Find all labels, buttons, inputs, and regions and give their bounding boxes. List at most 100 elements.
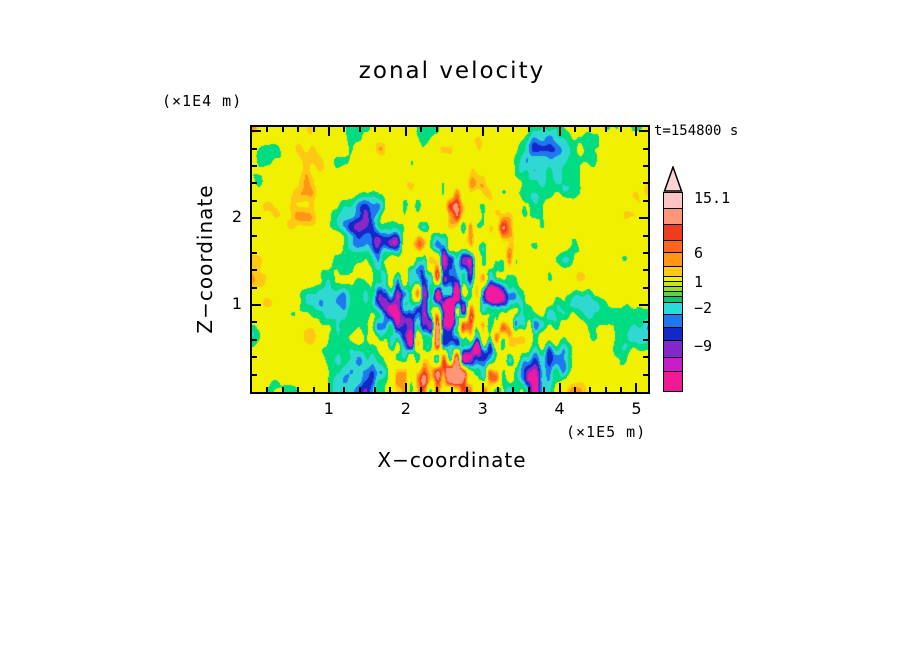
- axis-tick: [527, 127, 530, 132]
- colorbar-segment: [664, 277, 682, 282]
- axis-tick: [643, 234, 648, 237]
- colorbar-label: 15.1: [694, 189, 731, 207]
- axis-tick: [643, 165, 648, 168]
- colorbar-segment: [664, 253, 682, 267]
- axis-tick: [435, 127, 438, 132]
- axis-tick: [312, 127, 315, 132]
- axis-tick: [450, 387, 453, 392]
- axis-tick: [643, 286, 648, 289]
- x-tick-label: 4: [554, 399, 565, 418]
- colorbar-label: −9: [694, 337, 713, 355]
- axis-tick: [497, 127, 500, 132]
- axis-tick: [252, 217, 261, 220]
- axis-tick: [435, 387, 438, 392]
- axis-tick: [266, 387, 269, 392]
- axis-tick: [604, 387, 607, 392]
- x-tick-label: 1: [323, 399, 334, 418]
- axis-tick: [589, 127, 592, 132]
- colorbar-segment: [664, 241, 682, 253]
- axis-tick: [643, 199, 648, 202]
- axis-tick: [558, 127, 561, 136]
- axis-tick: [527, 387, 530, 392]
- x-axis-title: X−coordinate: [377, 448, 527, 472]
- colorbar-segment: [664, 225, 682, 241]
- axis-tick: [635, 383, 638, 392]
- colorbar-segment: [664, 328, 682, 341]
- axis-tick: [252, 304, 261, 307]
- axis-tick: [312, 387, 315, 392]
- y-axis-title: Z−coordinate: [193, 184, 217, 334]
- axis-tick: [643, 356, 648, 359]
- axis-tick: [643, 147, 648, 150]
- x-axis-unit-label: (×1E5 m): [566, 423, 647, 441]
- axis-tick: [374, 127, 377, 132]
- axis-tick: [252, 356, 257, 359]
- colorbar-segment: [664, 287, 682, 292]
- axis-tick: [543, 127, 546, 132]
- axis-tick: [343, 387, 346, 392]
- axis-tick: [252, 338, 257, 341]
- x-tick-label: 3: [477, 399, 488, 418]
- axis-tick: [343, 127, 346, 132]
- x-tick-label: 5: [631, 399, 642, 418]
- axis-tick: [604, 127, 607, 132]
- axis-tick: [420, 387, 423, 392]
- colorbar-segment: [664, 358, 682, 372]
- axis-tick: [466, 387, 469, 392]
- axis-tick: [589, 387, 592, 392]
- axis-tick: [558, 383, 561, 392]
- axis-tick: [389, 387, 392, 392]
- axis-tick: [620, 387, 623, 392]
- colorbar-label: −2: [694, 299, 713, 317]
- time-annotation: t=154800 s: [654, 123, 739, 139]
- chart-title: zonal velocity: [358, 58, 546, 84]
- axis-tick: [643, 251, 648, 254]
- axis-tick: [327, 127, 330, 136]
- colorbar-segment: [664, 297, 682, 303]
- axis-tick: [404, 127, 407, 136]
- axis-tick: [297, 127, 300, 132]
- colorbar-segment: [664, 315, 682, 328]
- axis-tick: [266, 127, 269, 132]
- axis-tick: [635, 127, 638, 136]
- axis-tick: [252, 130, 261, 133]
- axis-tick: [643, 321, 648, 324]
- colorbar-arrow-tip-icon: [663, 164, 683, 192]
- colorbar-label: 1: [694, 273, 704, 291]
- axis-tick: [404, 383, 407, 392]
- axis-tick: [252, 182, 257, 185]
- y-tick-label: 2: [231, 207, 242, 227]
- colorbar-segment: [664, 372, 682, 391]
- axis-tick: [252, 321, 257, 324]
- axis-tick: [297, 387, 300, 392]
- colorbar-segment: [664, 303, 682, 315]
- axis-tick: [252, 234, 257, 237]
- axis-tick: [252, 269, 257, 272]
- axis-tick: [643, 182, 648, 185]
- axis-tick: [643, 338, 648, 341]
- axis-tick: [420, 127, 423, 132]
- axis-tick: [512, 127, 515, 132]
- axis-tick: [481, 127, 484, 136]
- axis-tick: [512, 387, 515, 392]
- axis-tick: [389, 127, 392, 132]
- axis-tick: [643, 373, 648, 376]
- axis-tick: [573, 387, 576, 392]
- axis-tick: [639, 217, 648, 220]
- axis-tick: [543, 387, 546, 392]
- colorbar-segment: [664, 267, 682, 277]
- colorbar-segment: [664, 193, 682, 209]
- colorbar-segment: [664, 292, 682, 297]
- axis-tick: [481, 383, 484, 392]
- axis-tick: [358, 387, 361, 392]
- colorbar-segment: [664, 282, 682, 287]
- axis-tick: [281, 127, 284, 132]
- axis-tick: [639, 130, 648, 133]
- plot-area: [250, 125, 650, 394]
- y-axis-unit-label: (×1E4 m): [162, 92, 243, 110]
- colorbar-label: 6: [694, 244, 704, 262]
- colorbar-segment: [664, 341, 682, 358]
- axis-tick: [252, 251, 257, 254]
- axis-tick: [639, 304, 648, 307]
